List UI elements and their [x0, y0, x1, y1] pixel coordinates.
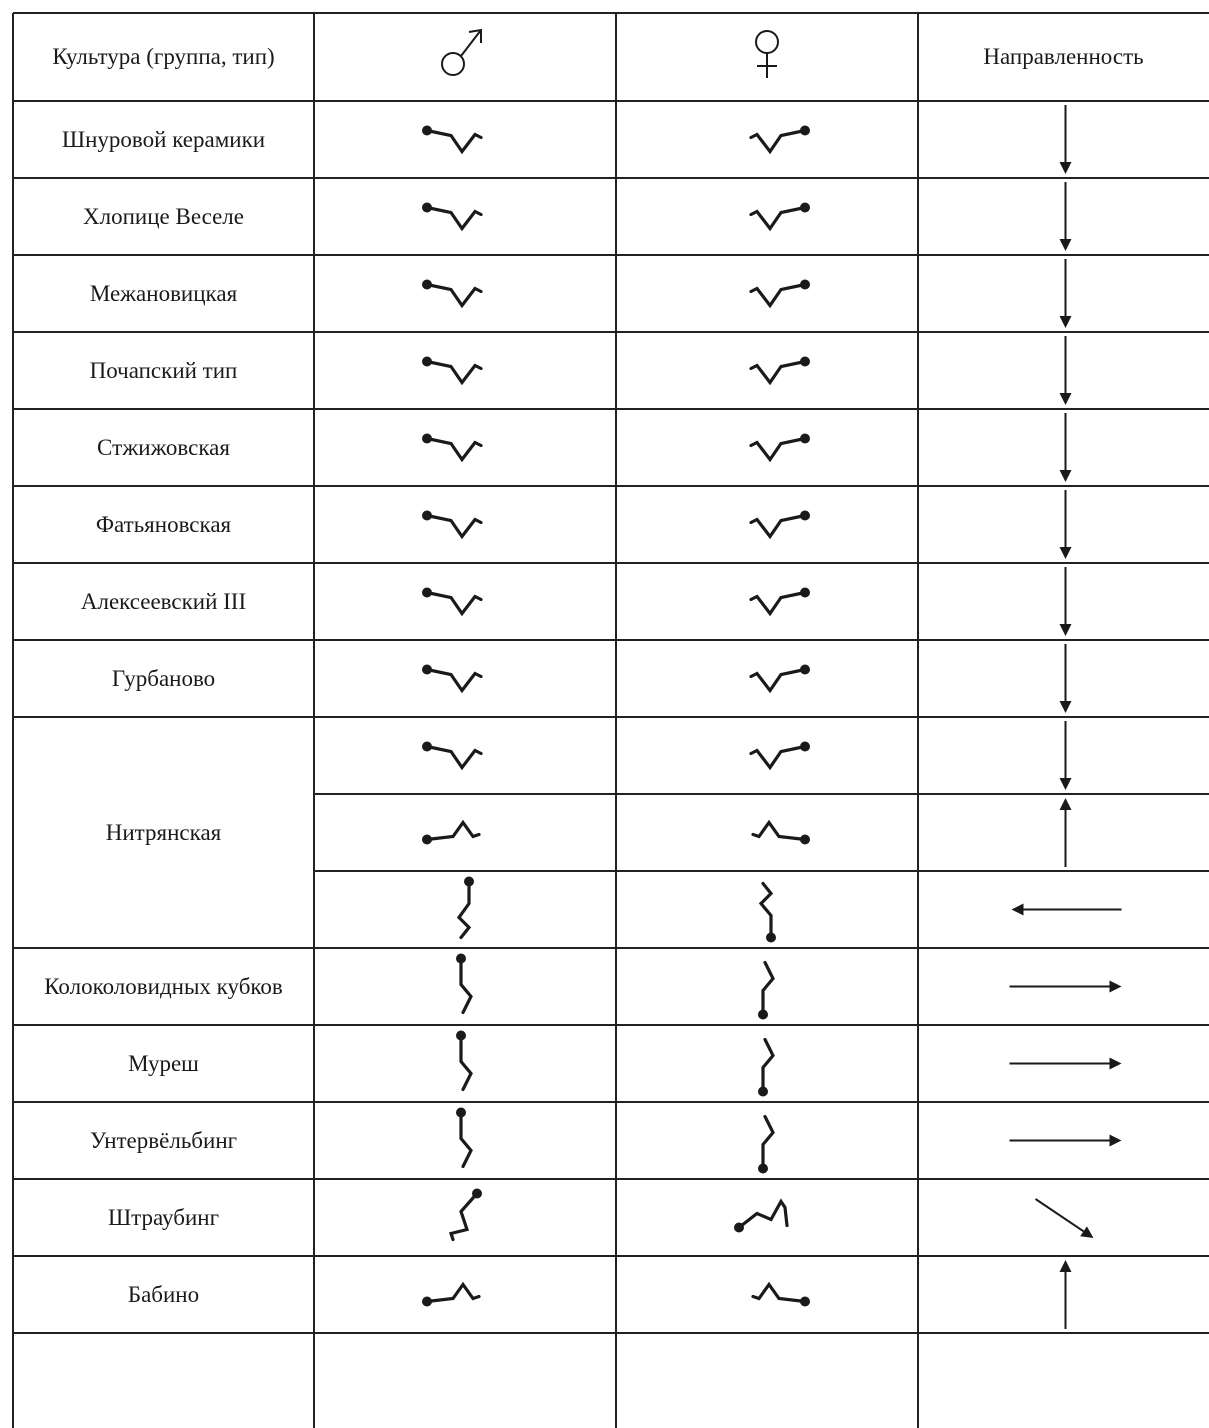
- burial-posture-icon-female: [749, 279, 810, 309]
- burial-posture-icon-female: [751, 1281, 810, 1307]
- direction-arrow-icon: [1011, 903, 1122, 916]
- header-culture: Культура (группа, тип): [52, 44, 275, 70]
- svg-text:♀: ♀: [767, 47, 768, 49]
- burial-posture-icon-female: [758, 881, 776, 943]
- burial-posture-icon-female: [749, 125, 810, 155]
- burial-posture-icon-male: [422, 279, 483, 309]
- burial-posture-icon-female: [758, 1037, 775, 1097]
- culture-name: Межановицкая: [89, 280, 238, 306]
- female-symbol-icon: ♀: [755, 30, 779, 78]
- male-symbol-icon: ♂: [441, 28, 482, 76]
- burial-posture-icon-female: [751, 819, 810, 845]
- direction-arrow-icon: [1059, 490, 1072, 559]
- culture-name: Колоколовидных кубков: [44, 973, 283, 999]
- direction-arrow-icon: [1009, 1134, 1122, 1147]
- culture-name: Штраубинг: [107, 1204, 220, 1230]
- culture-name: Гурбаново: [111, 665, 216, 691]
- culture-name: Хлопице Веселе: [83, 203, 244, 229]
- burial-posture-icon-male: [422, 356, 483, 386]
- burial-posture-icon-male: [422, 741, 483, 771]
- direction-arrow-icon: [1059, 1260, 1072, 1329]
- burial-posture-icon-male: [422, 510, 483, 540]
- burial-posture-icon-female: [749, 510, 810, 540]
- burial-posture-icon-male: [422, 587, 483, 617]
- culture-name: Бабино: [127, 1281, 200, 1307]
- culture-name: Унтервёльбинг: [89, 1127, 238, 1153]
- direction-arrow-icon: [1059, 413, 1072, 482]
- burial-posture-icon-female: [734, 1198, 789, 1233]
- burial-posture-icon-male: [422, 433, 483, 463]
- direction-arrow-icon: [1059, 798, 1072, 867]
- burial-posture-icon-female: [749, 433, 810, 463]
- burial-posture-icon-male: [456, 876, 474, 940]
- culture-name: Фатьяновская: [95, 511, 232, 537]
- direction-arrow-icon: [1059, 336, 1072, 405]
- culture-name: Стжижовская: [97, 434, 230, 460]
- burial-posture-icon-female: [749, 741, 810, 771]
- burial-posture-icon-male: [422, 819, 481, 845]
- direction-arrow-icon: [1059, 182, 1072, 251]
- svg-text:♂: ♂: [459, 59, 460, 61]
- burial-posture-icon-female: [749, 202, 810, 232]
- burial-posture-icon-male: [448, 1188, 482, 1242]
- culture-name: Алексеевский III: [80, 588, 247, 614]
- direction-arrow-icon: [1009, 1057, 1122, 1070]
- burial-posture-icon-female: [749, 587, 810, 617]
- direction-arrow-icon: [1059, 259, 1072, 328]
- direction-arrow-icon: [1059, 567, 1072, 636]
- culture-name: Муреш: [128, 1050, 199, 1076]
- burial-posture-icon-male: [456, 1030, 473, 1092]
- burial-posture-icon-female: [749, 664, 810, 694]
- direction-arrow-icon: [1059, 644, 1072, 713]
- burial-posture-icon-male: [422, 125, 483, 155]
- burial-posture-icon-male: [422, 1281, 481, 1307]
- burial-posture-icon-female: [758, 1114, 775, 1174]
- direction-arrow-icon: [1009, 980, 1122, 993]
- direction-arrow-icon: [1034, 1198, 1094, 1238]
- direction-arrow-icon: [1059, 721, 1072, 790]
- culture-name: Почапский тип: [89, 357, 238, 383]
- burial-posture-icon-male: [422, 664, 483, 694]
- burial-posture-icon-female: [758, 960, 775, 1020]
- culture-name: Шнуровой керамики: [61, 126, 266, 152]
- burial-posture-icon-male: [456, 953, 473, 1015]
- burial-posture-icon-male: [456, 1107, 473, 1169]
- header-direction: Направленность: [983, 44, 1144, 70]
- burial-posture-icon-male: [422, 202, 483, 232]
- culture-name: Нитрянская: [105, 819, 222, 845]
- burial-posture-icon-female: [749, 356, 810, 386]
- direction-arrow-icon: [1059, 105, 1072, 174]
